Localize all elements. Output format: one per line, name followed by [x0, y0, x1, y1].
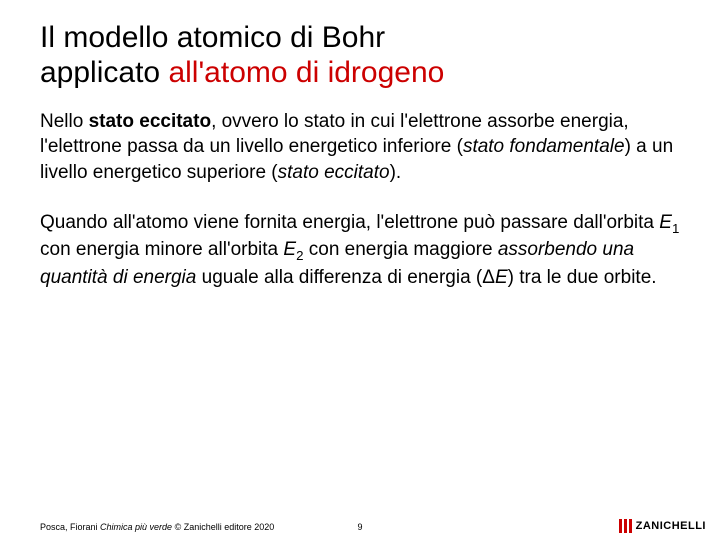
p1-t1: Nello: [40, 111, 89, 132]
logo-bar: [629, 519, 632, 533]
page-number: 9: [357, 522, 362, 532]
title-line2-black: applicato: [40, 56, 168, 89]
p2-e3: E: [495, 267, 508, 288]
paragraph-2: Quando all'atomo viene fornita energia, …: [40, 210, 680, 291]
title-line2-red: all'atomo di idrogeno: [168, 56, 444, 89]
logo-text: ZANICHELLI: [636, 520, 706, 532]
footer-publisher: © Zanichelli editore 2020: [172, 522, 274, 532]
logo-bar: [619, 519, 622, 533]
title-line1: Il modello atomico di Bohr: [40, 21, 385, 54]
logo-bars-icon: [619, 519, 632, 533]
footer-authors: Posca, Fiorani: [40, 522, 100, 532]
p2-t1: Quando all'atomo viene fornita energia, …: [40, 212, 659, 233]
slide: Il modello atomico di Bohr applicato all…: [0, 0, 720, 540]
paragraph-1: Nello stato eccitato, ovvero lo stato in…: [40, 109, 680, 186]
slide-body: Nello stato eccitato, ovvero lo stato in…: [40, 109, 680, 291]
p1-b1: stato eccitato: [89, 111, 211, 132]
p2-s1: 1: [672, 221, 679, 236]
slide-title: Il modello atomico di Bohr applicato all…: [40, 20, 680, 91]
p2-t3: con energia maggiore: [303, 239, 497, 260]
p2-e2: E: [283, 239, 296, 260]
p2-t2: con energia minore all'orbita: [40, 239, 283, 260]
p2-e1: E: [659, 212, 672, 233]
footer-credit: Posca, Fiorani Chimica più verde © Zanic…: [40, 522, 274, 532]
p1-t4: ).: [390, 162, 402, 183]
logo-bar: [624, 519, 627, 533]
publisher-logo: ZANICHELLI: [619, 518, 706, 534]
p1-i2: stato eccitato: [278, 162, 390, 183]
p1-i1: stato fondamentale: [463, 136, 625, 157]
p2-t4: uguale alla differenza di energia (Δ: [196, 267, 495, 288]
footer-book: Chimica più verde: [100, 522, 172, 532]
p2-t5: ) tra le due orbite.: [508, 267, 657, 288]
slide-footer: Posca, Fiorani Chimica più verde © Zanic…: [0, 512, 720, 540]
